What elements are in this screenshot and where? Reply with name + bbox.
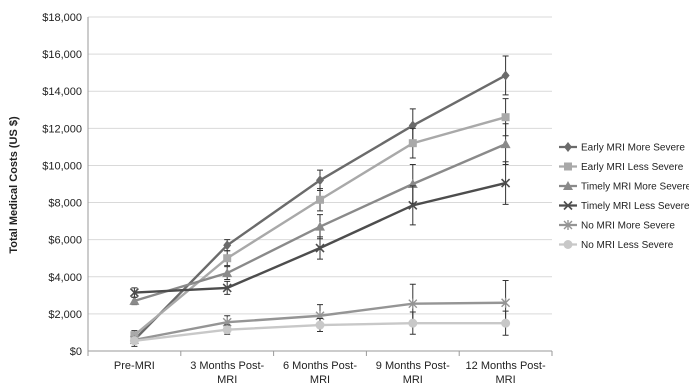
legend-label: No MRI More Severe [581, 221, 675, 232]
y-tick-label: $2,000 [48, 309, 82, 321]
data-point [408, 298, 418, 309]
data-point [223, 240, 232, 251]
data-point [315, 221, 325, 231]
data-point [316, 175, 324, 186]
y-tick-label: $16,000 [42, 49, 82, 61]
data-point [408, 318, 418, 328]
y-tick-label: $10,000 [42, 160, 82, 172]
x-tick-label: 9 Months Post-MRI [376, 360, 450, 386]
legend-label: Early MRI Less Severe [581, 162, 684, 173]
legend-label: Timely MRI Less Severe [581, 201, 689, 212]
x-tick-label: 12 Months Post-MRI [466, 360, 546, 386]
legend-label: Early MRI More Severe [581, 143, 685, 154]
y-tick-label: $4,000 [48, 272, 82, 284]
data-point [501, 318, 511, 328]
y-tick-label: $8,000 [48, 198, 82, 210]
data-point [129, 295, 140, 305]
data-point [316, 195, 324, 204]
data-point [129, 336, 139, 346]
legend-item: Early MRI More Severe [559, 142, 685, 154]
data-point [222, 283, 232, 293]
legend-marker [564, 142, 572, 152]
legend-item: No MRI Less Severe [559, 240, 674, 251]
legend-item: Timely MRI More Severe [559, 181, 689, 193]
x-tick-label: Pre-MRI [114, 360, 155, 372]
data-point [408, 139, 417, 148]
legend-item: Early MRI Less Severe [559, 162, 684, 173]
data-point [222, 325, 232, 335]
data-point [223, 254, 232, 263]
data-point [501, 178, 511, 188]
series-group [129, 55, 511, 347]
data-point [222, 268, 233, 278]
data-point [315, 243, 325, 253]
legend-marker [563, 200, 573, 211]
legend-marker [563, 181, 573, 190]
legend-item: Timely MRI Less Severe [559, 200, 689, 212]
legend-item: No MRI More Severe [559, 220, 675, 232]
y-tick-label: $18,000 [42, 12, 82, 24]
data-point [501, 70, 510, 81]
y-tick-label: $0 [70, 346, 82, 358]
data-point [315, 320, 325, 330]
x-tick-label: 3 Months Post-MRI [190, 360, 264, 386]
x-tick-label: 6 Months Post-MRI [283, 360, 357, 386]
data-point [129, 287, 139, 298]
legend-label: Timely MRI More Severe [581, 182, 689, 193]
data-point [408, 200, 418, 210]
series-3 [129, 123, 511, 306]
legend-label: No MRI Less Severe [581, 240, 674, 251]
x-axis-ticks: Pre-MRI 3 Months Post-MRI 6 Months Post-MR… [87, 351, 553, 386]
data-point [501, 297, 511, 308]
legend-marker [563, 240, 573, 249]
data-point [500, 139, 511, 149]
series-6 [129, 310, 511, 346]
legend-marker [563, 220, 573, 230]
y-axis-title: Total Medical Costs (US $) [8, 116, 20, 254]
y-tick-label: $14,000 [42, 86, 82, 98]
data-point [501, 113, 510, 122]
y-tick-label: $6,000 [48, 235, 82, 247]
legend: Early MRI More Severe Early MRI Less Seve… [559, 142, 689, 251]
legend-marker [564, 162, 572, 171]
y-tick-label: $12,000 [42, 123, 82, 135]
series-4 [129, 161, 511, 298]
y-axis-ticks: $0 $2,000 $4,000 $6,000 $8,000 $10,000 $12,000… [42, 12, 82, 358]
